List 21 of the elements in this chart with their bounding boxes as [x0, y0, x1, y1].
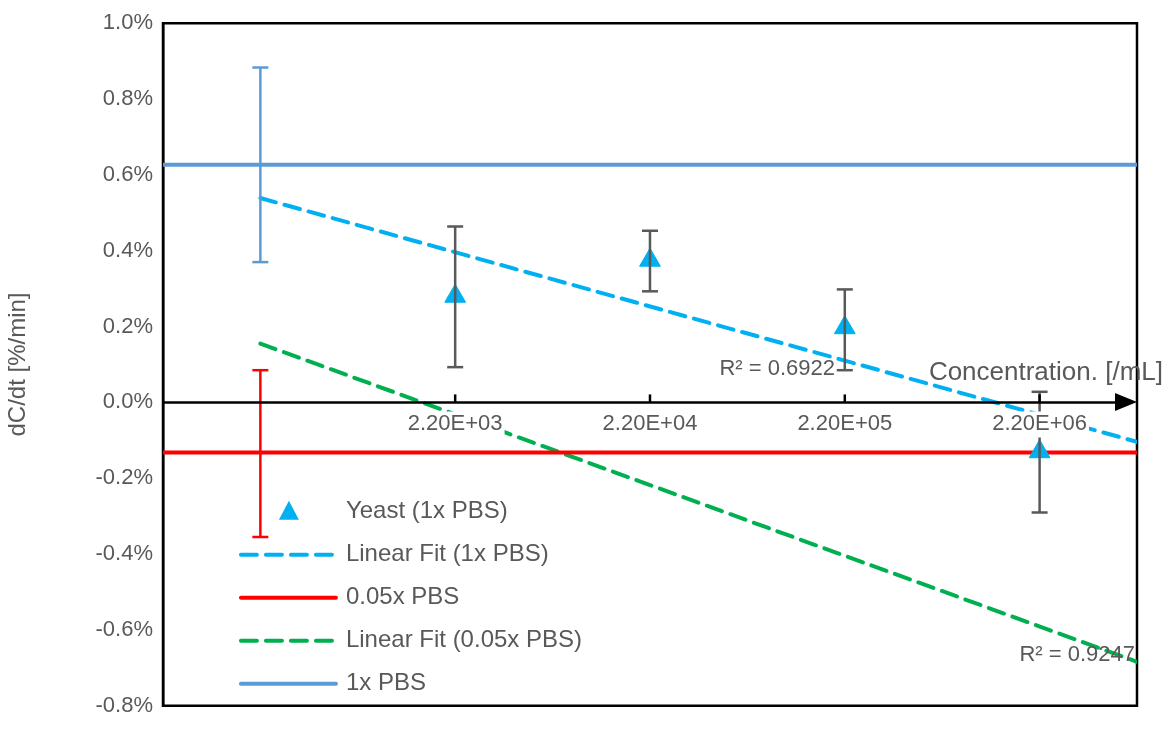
x-tick-label: 2.20E+05 — [797, 410, 893, 436]
legend-label: Yeast (1x PBS) — [345, 496, 508, 524]
y-tick-label: 1.0% — [102, 9, 153, 35]
legend-label: 1x PBS — [345, 668, 426, 696]
y-tick-label: -0.8% — [95, 691, 153, 717]
y-tick-label: 0.2% — [102, 312, 153, 338]
legend-label: 0.05x PBS — [345, 582, 460, 610]
x-tick-label: 2.20E+03 — [407, 410, 503, 436]
x-tick-label: 2.20E+06 — [992, 410, 1087, 436]
y-tick-label: 0.0% — [102, 388, 153, 414]
annotation: R² = 0.6922 — [719, 354, 836, 380]
y-tick-label: 0.6% — [102, 160, 153, 186]
x-tick-label: 2.20E+04 — [602, 410, 698, 436]
y-tick-label: 0.4% — [102, 236, 153, 262]
y-tick-label: -0.4% — [95, 540, 153, 566]
legend-label: Linear Fit (1x PBS) — [345, 539, 549, 567]
legend-label: Linear Fit (0.05x PBS) — [345, 625, 583, 653]
y-tick-label: -0.2% — [95, 464, 153, 490]
y-tick-label: 0.8% — [102, 85, 153, 111]
y-tick-label: -0.6% — [95, 616, 153, 642]
y-axis-title: dC/dt [%/min] — [3, 292, 31, 437]
